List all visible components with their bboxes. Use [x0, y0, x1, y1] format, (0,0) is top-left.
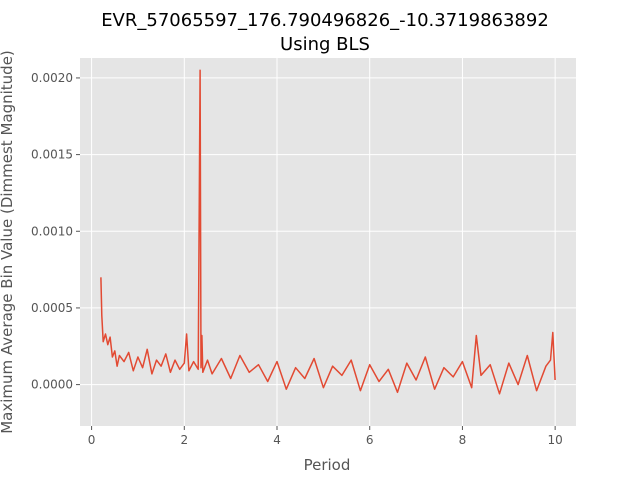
y-tick-label: 0.0000 — [31, 378, 73, 392]
x-axis-label: Period — [304, 456, 351, 474]
x-tick-label: 4 — [273, 433, 281, 447]
x-tick-label: 2 — [180, 433, 188, 447]
y-axis-label: Maximum Average Bin Value (Dimmest Magni… — [0, 50, 16, 434]
y-ticks: 0.0000 0.0005 0.0010 0.0015 0.0020 — [31, 71, 80, 392]
series-group — [100, 69, 556, 395]
x-tick-label: 8 — [459, 433, 467, 447]
grid — [80, 58, 576, 426]
y-tick-label: 0.0020 — [31, 71, 73, 85]
x-tick-label: 6 — [366, 433, 374, 447]
y-tick-label: 0.0010 — [31, 224, 73, 238]
chart-title-line1: EVR_57065597_176.790496826_-10.371986389… — [101, 10, 549, 31]
y-tick-label: 0.0015 — [31, 148, 73, 162]
plot-area — [80, 58, 576, 426]
x-tick-label: 0 — [88, 433, 96, 447]
series-line-0 — [100, 69, 556, 395]
chart-title-line2: Using BLS — [280, 34, 370, 55]
x-ticks: 0 2 4 6 8 10 — [88, 426, 563, 447]
x-tick-label: 10 — [547, 433, 562, 447]
y-tick-label: 0.0005 — [31, 301, 73, 315]
